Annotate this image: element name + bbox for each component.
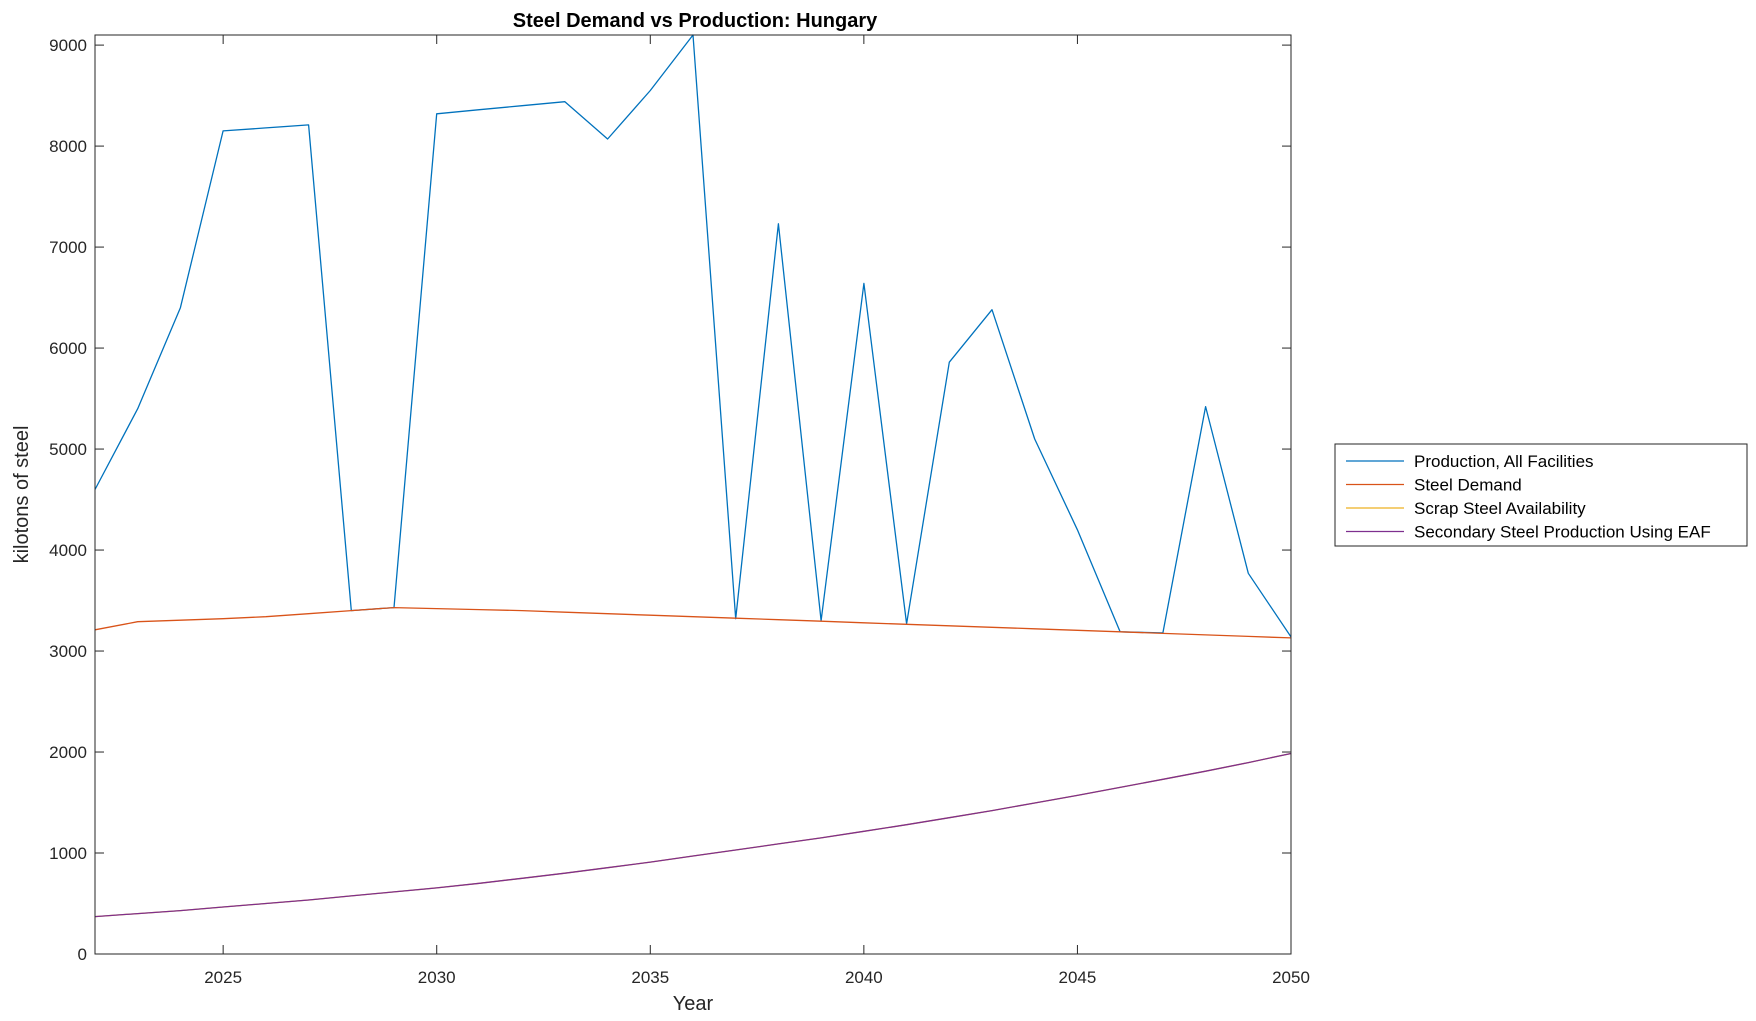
x-tick-label: 2040 xyxy=(845,968,883,987)
y-tick-label: 6000 xyxy=(49,339,87,358)
y-tick-label: 1000 xyxy=(49,844,87,863)
y-tick-label: 9000 xyxy=(49,36,87,55)
chart-title: Steel Demand vs Production: Hungary xyxy=(513,10,878,32)
legend-label-4: Secondary Steel Production Using EAF xyxy=(1414,523,1711,542)
y-tick-label: 4000 xyxy=(49,541,87,560)
x-axis-label: Year xyxy=(673,993,714,1015)
x-tick-label: 2050 xyxy=(1272,968,1310,987)
y-tick-label: 2000 xyxy=(49,743,87,762)
y-axis-label: kilotons of steel xyxy=(11,426,33,564)
y-tick-label: 0 xyxy=(78,945,87,964)
legend-label-3: Scrap Steel Availability xyxy=(1414,499,1586,518)
x-tick-label: 2025 xyxy=(204,968,242,987)
legend: Production, All Facilities Steel Demand Sc… xyxy=(1334,443,1748,547)
y-tick-label: 8000 xyxy=(49,137,87,156)
x-tick-label: 2035 xyxy=(631,968,669,987)
x-tick-label: 2045 xyxy=(1059,968,1097,987)
y-axis: 0 1000 2000 3000 4000 5000 6000 7000 8000 9000 xyxy=(49,36,1291,964)
plot-box xyxy=(94,34,1292,955)
series-line-4 xyxy=(94,752,1292,918)
y-tick-label: 5000 xyxy=(49,440,87,459)
x-axis: 2025 2030 2035 2040 2045 2050 xyxy=(204,35,1310,987)
plot-area xyxy=(95,35,1291,954)
legend-label-1: Production, All Facilities xyxy=(1414,452,1594,471)
y-tick-label: 3000 xyxy=(49,642,87,661)
series-line-2 xyxy=(94,606,1292,639)
legend-label-2: Steel Demand xyxy=(1414,476,1522,495)
y-tick-label: 7000 xyxy=(49,238,87,257)
x-tick-label: 2030 xyxy=(418,968,456,987)
